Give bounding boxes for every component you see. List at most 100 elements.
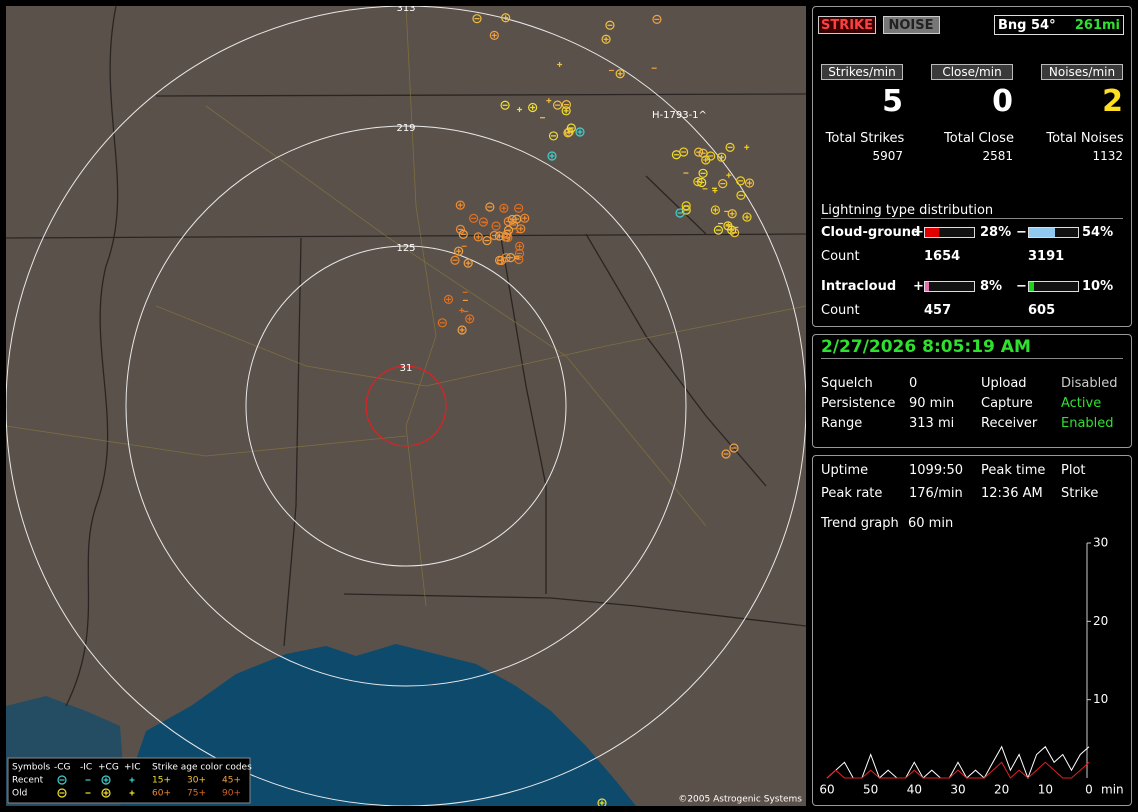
stat: Strike bbox=[1061, 485, 1099, 501]
total-label: Total Close bbox=[944, 130, 1014, 146]
strike-symbol bbox=[463, 258, 473, 268]
percent: 10% bbox=[1082, 278, 1114, 294]
setting: Capture bbox=[981, 395, 1033, 411]
legend-column: +CG bbox=[98, 763, 119, 773]
legend-title: Symbols bbox=[12, 763, 51, 773]
setting: Active bbox=[1061, 395, 1102, 411]
trend-chart: 10 20 30 60 50 40 30 20 10 0 min bbox=[819, 536, 1124, 797]
setting: Persistence bbox=[821, 395, 896, 411]
strike-symbol bbox=[458, 229, 468, 239]
total-value: 1132 bbox=[1092, 149, 1123, 163]
strike-symbol bbox=[561, 100, 572, 110]
strike-button-label[interactable]: STRIKE bbox=[820, 17, 874, 33]
strike-symbol bbox=[727, 209, 737, 219]
strike-symbol bbox=[478, 217, 488, 227]
strike-symbol bbox=[437, 318, 447, 328]
rate-value: 5 bbox=[882, 84, 903, 119]
setting: 0 bbox=[909, 375, 918, 391]
sign: − bbox=[1016, 224, 1027, 240]
sign: − bbox=[1016, 278, 1027, 294]
strike-symbol bbox=[455, 200, 465, 210]
rate-label: Close/min bbox=[942, 65, 1002, 79]
rate-box bbox=[1041, 64, 1123, 80]
strike-symbol bbox=[512, 214, 522, 224]
bar-frame bbox=[924, 227, 975, 238]
status-panel bbox=[812, 6, 1132, 327]
bearing: Bng 54° bbox=[998, 17, 1056, 33]
strike-symbol bbox=[528, 102, 538, 113]
strike-symbol bbox=[693, 177, 703, 187]
strike-symbol bbox=[725, 222, 731, 228]
x-tick-label: 50 bbox=[863, 783, 878, 797]
strike-symbol bbox=[485, 202, 495, 212]
count: 3191 bbox=[1028, 248, 1065, 264]
strike-symbol bbox=[725, 142, 735, 152]
y-tick-label: 20 bbox=[1093, 614, 1108, 628]
strike-symbol bbox=[561, 106, 571, 116]
strike-symbol bbox=[557, 61, 563, 67]
strike-symbol bbox=[482, 235, 492, 246]
trend-window: 60 min bbox=[908, 515, 954, 531]
strike-symbol bbox=[575, 127, 585, 137]
strike-symbol bbox=[57, 775, 67, 785]
strike-symbol bbox=[744, 178, 755, 188]
divider bbox=[821, 218, 1123, 219]
distance: 261mi bbox=[1074, 17, 1120, 33]
setting: Squelch bbox=[821, 375, 873, 391]
strike-symbol bbox=[744, 144, 750, 150]
bar bbox=[1029, 282, 1034, 291]
count: 605 bbox=[1028, 302, 1056, 318]
rate-box bbox=[821, 64, 903, 80]
stat: 12:36 AM bbox=[981, 485, 1043, 501]
strike-symbol bbox=[500, 100, 510, 110]
stat: 1099:50 bbox=[909, 462, 964, 478]
legend-box bbox=[7, 757, 251, 804]
strike-symbol bbox=[712, 188, 718, 194]
strike-symbol bbox=[459, 307, 465, 313]
divider bbox=[821, 358, 1123, 359]
count-label: Count bbox=[821, 302, 860, 318]
total-label: Total Noises bbox=[1046, 130, 1124, 146]
strike-symbol bbox=[566, 123, 576, 133]
setting: Upload bbox=[981, 375, 1027, 391]
x-tick-label: 60 bbox=[819, 783, 834, 797]
strike-symbol bbox=[129, 777, 135, 783]
x-tick-label: 20 bbox=[994, 783, 1009, 797]
legend-age: 75+ bbox=[187, 789, 206, 799]
legend-row: Recent bbox=[12, 776, 44, 786]
x-unit: min bbox=[1101, 783, 1124, 797]
strike-symbol bbox=[101, 775, 111, 785]
strike-symbol bbox=[514, 248, 525, 259]
bar-frame bbox=[1028, 281, 1079, 292]
strike-symbol bbox=[717, 152, 727, 162]
strike-symbol bbox=[57, 788, 67, 798]
strike-button bbox=[818, 16, 876, 34]
stat: 176/min bbox=[909, 485, 963, 501]
strike-symbol bbox=[469, 213, 479, 223]
x-tick-label: 40 bbox=[907, 783, 922, 797]
strike-symbol bbox=[681, 201, 691, 211]
bar bbox=[1029, 228, 1056, 237]
rate-value: 2 bbox=[1102, 84, 1123, 119]
range-rings bbox=[6, 6, 806, 806]
strike-symbol bbox=[730, 228, 740, 238]
setting: Disabled bbox=[1061, 375, 1118, 391]
setting: 313 mi bbox=[909, 415, 955, 431]
strike-symbol bbox=[721, 449, 731, 459]
percent: 28% bbox=[980, 224, 1012, 240]
map: H-1793-1^ ©2005 Astrogenic Systems 313 21… bbox=[6, 6, 806, 806]
stat: Uptime bbox=[821, 462, 869, 478]
setting: 90 min bbox=[909, 395, 955, 411]
strike-symbol bbox=[101, 788, 111, 798]
strike-symbol bbox=[710, 205, 720, 215]
trend-line bbox=[826, 745, 1090, 780]
type-name: Intracloud bbox=[821, 278, 897, 294]
noise-button bbox=[883, 16, 940, 34]
noise-button-label[interactable]: NOISE bbox=[888, 17, 934, 33]
rate-box bbox=[931, 64, 1013, 80]
stat: Peak rate bbox=[821, 485, 883, 501]
ring-label: 219 bbox=[396, 123, 415, 134]
strike-symbol bbox=[516, 224, 526, 234]
strike-symbol bbox=[454, 246, 464, 256]
strike-symbol bbox=[514, 203, 524, 213]
